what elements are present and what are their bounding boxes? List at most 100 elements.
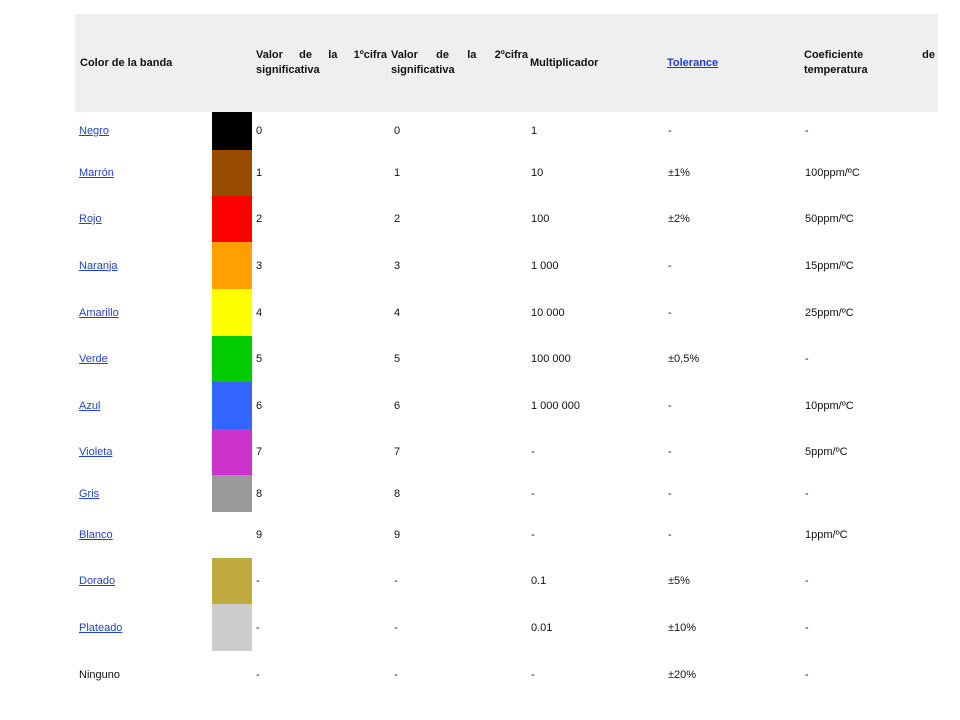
color-name-link[interactable]: Negro: [79, 125, 109, 137]
color-name-cell: Plateado: [79, 604, 122, 651]
color-swatch: [212, 475, 252, 512]
color-name-link[interactable]: Plateado: [79, 621, 123, 634]
color-swatch: [212, 382, 252, 429]
color-name-link[interactable]: Amarillo: [79, 306, 119, 319]
multiplier-cell: 1: [531, 125, 538, 137]
header-coefficient: Coeficiente de temperatura: [804, 49, 935, 76]
first-digit-cell: 8: [256, 487, 263, 500]
first-digit-cell: 1: [256, 167, 263, 179]
color-swatch: [212, 429, 252, 475]
coefficient-cell: -: [805, 353, 809, 365]
second-digit-cell: 8: [394, 487, 401, 500]
color-name-cell: Dorado: [79, 558, 115, 604]
coefficient-cell: -: [805, 621, 809, 634]
tolerance-cell: ±2%: [668, 213, 690, 225]
coefficient-cell: 50ppm/ºC: [805, 213, 854, 225]
color-name-cell: Violeta: [79, 429, 112, 475]
header-tolerance: Tolerance: [667, 14, 777, 112]
tolerance-link[interactable]: Tolerance: [667, 56, 719, 69]
coefficient-cell: 5ppm/ºC: [805, 446, 848, 458]
tolerance-cell: -: [668, 306, 672, 319]
tolerance-cell: ±5%: [668, 575, 690, 587]
table-row: Negro 0 0 1 - -: [0, 112, 960, 150]
multiplier-cell: -: [531, 668, 535, 681]
color-name-link[interactable]: Verde: [79, 353, 108, 365]
color-name-link[interactable]: Rojo: [79, 213, 102, 225]
header-multiplier: Multiplicador: [530, 56, 599, 69]
color-swatch: [212, 289, 252, 336]
color-name-cell: Verde: [79, 336, 108, 382]
color-name-link[interactable]: Marrón: [79, 167, 114, 179]
coefficient-cell: 15ppm/ºC: [805, 259, 854, 272]
color-name-cell: Negro: [79, 112, 109, 150]
table-row: Verde 5 5 100 000 ±0,5% -: [0, 336, 960, 382]
color-name-link[interactable]: Gris: [79, 487, 100, 500]
table-row: Gris 8 8 - - -: [0, 475, 960, 512]
coefficient-cell: -: [805, 575, 809, 587]
multiplier-cell: 100 000: [531, 353, 571, 365]
color-swatch: [212, 242, 252, 289]
coefficient-cell: -: [805, 668, 809, 681]
table-row: Amarillo 4 4 10 000 - 25ppm/ºC: [0, 289, 960, 336]
tolerance-cell: ±20%: [668, 668, 697, 681]
multiplier-cell: -: [531, 487, 535, 500]
multiplier-cell: -: [531, 529, 535, 541]
color-swatch: [212, 150, 252, 196]
color-name-cell: Naranja: [79, 242, 118, 289]
second-digit-cell: 7: [394, 446, 401, 458]
color-name-cell: Rojo: [79, 196, 102, 242]
table-row: Ninguno - - - ±20% -: [0, 651, 960, 698]
coefficient-cell: 100ppm/ºC: [805, 167, 860, 179]
first-digit-cell: 4: [256, 306, 263, 319]
color-name-link[interactable]: Azul: [79, 399, 101, 412]
multiplier-cell: 1 000: [531, 259, 559, 272]
second-digit-cell: 4: [394, 306, 401, 319]
tolerance-cell: -: [668, 446, 672, 458]
multiplier-cell: 10 000: [531, 306, 565, 319]
color-name-link[interactable]: Blanco: [79, 529, 113, 541]
color-name: Ninguno: [79, 668, 120, 681]
first-digit-cell: 3: [256, 259, 263, 272]
color-name-cell: Ninguno: [79, 651, 120, 698]
color-name-cell: Gris: [79, 475, 99, 512]
tolerance-cell: ±0,5%: [668, 353, 700, 365]
tolerance-cell: -: [668, 125, 672, 137]
second-digit-cell: -: [394, 621, 398, 634]
second-digit-cell: -: [394, 668, 398, 681]
coefficient-cell: 10ppm/ºC: [805, 399, 854, 412]
first-digit-cell: 6: [256, 399, 263, 412]
coefficient-cell: 1ppm/ºC: [805, 529, 848, 541]
color-name-cell: Amarillo: [79, 289, 119, 336]
first-digit-cell: 9: [256, 529, 263, 541]
second-digit-cell: 6: [394, 399, 401, 412]
coefficient-cell: 25ppm/ºC: [805, 306, 854, 319]
color-name-link[interactable]: Naranja: [79, 259, 118, 272]
first-digit-cell: 7: [256, 446, 263, 458]
table-row: Violeta 7 7 - - 5ppm/ºC: [0, 429, 960, 475]
multiplier-cell: 0.1: [531, 575, 547, 587]
second-digit-cell: 9: [394, 529, 401, 541]
color-name-cell: Azul: [79, 382, 100, 429]
color-swatch: [212, 604, 252, 651]
table-row: Blanco 9 9 - - 1ppm/ºC: [0, 512, 960, 558]
color-name-link[interactable]: Violeta: [79, 446, 113, 458]
table-row: Marrón 1 1 10 ±1% 100ppm/ºC: [0, 150, 960, 196]
header-first-digit: Valor de la 1ºcifra significativa: [256, 49, 387, 76]
first-digit-cell: -: [256, 668, 260, 681]
multiplier-cell: -: [531, 446, 535, 458]
multiplier-cell: 0.01: [531, 621, 553, 634]
header-color: Color de la banda: [80, 56, 173, 69]
second-digit-cell: 2: [394, 213, 401, 225]
second-digit-cell: 3: [394, 259, 401, 272]
multiplier-cell: 1 000 000: [531, 399, 580, 412]
second-digit-cell: 5: [394, 353, 401, 365]
multiplier-cell: 10: [531, 167, 544, 179]
second-digit-cell: -: [394, 575, 398, 587]
second-digit-cell: 1: [394, 167, 401, 179]
tolerance-cell: -: [668, 529, 672, 541]
color-name-link[interactable]: Dorado: [79, 575, 116, 587]
second-digit-cell: 0: [394, 125, 401, 137]
coefficient-cell: -: [805, 487, 809, 500]
color-swatch: [212, 196, 252, 242]
table-row: Dorado - - 0.1 ±5% -: [0, 558, 960, 604]
